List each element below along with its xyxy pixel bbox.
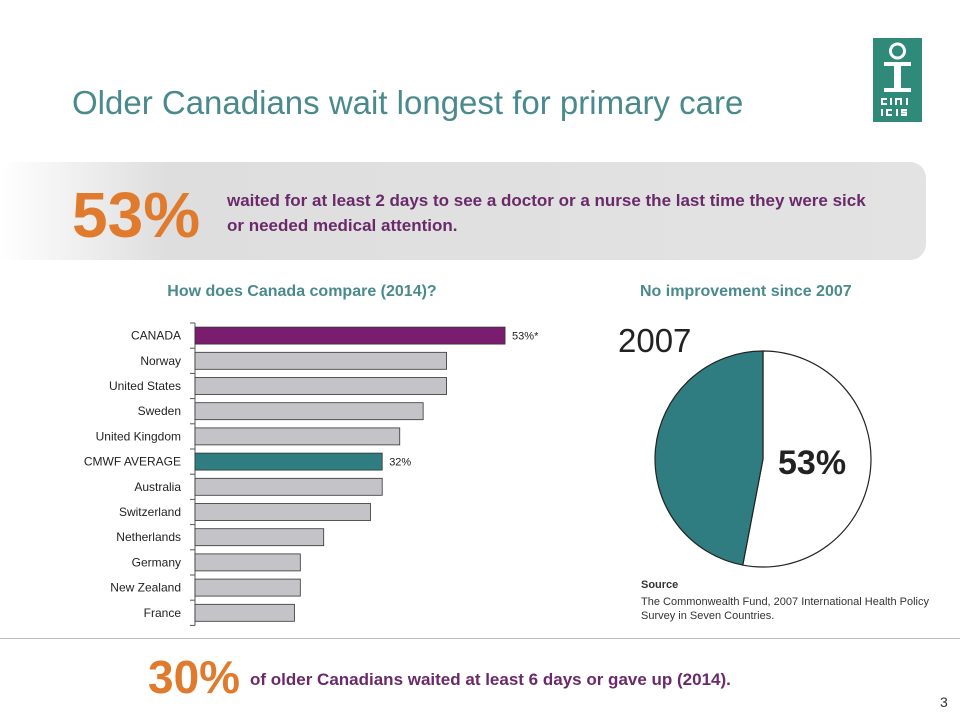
category-label: Switzerland — [119, 505, 181, 519]
pie-chart-2007 — [654, 350, 872, 568]
category-label: CMWF AVERAGE — [84, 455, 181, 469]
category-label: Sweden — [138, 404, 181, 418]
cihi-logo — [873, 38, 922, 122]
banner-percent: 53% — [72, 179, 201, 251]
category-label: New Zealand — [110, 581, 181, 595]
footer-text: of older Canadians waited at least 6 day… — [250, 670, 731, 689]
pie-chart-subtitle: No improvement since 2007 — [640, 283, 852, 300]
bar-canada — [194, 326, 506, 345]
divider — [0, 638, 960, 639]
pie-slice-waited — [742, 350, 872, 568]
bar-switzerland — [194, 503, 371, 521]
category-label: Germany — [132, 555, 181, 569]
country-bar-chart: CANADA 53%* Norway United States Sweden Unite… — [84, 322, 539, 626]
bar-united-kingdom — [194, 427, 401, 446]
bar-united-states — [194, 377, 447, 395]
category-label: France — [144, 606, 182, 620]
source-heading: Source — [641, 579, 679, 591]
page-title: Older Canadians wait longest for primary… — [72, 84, 744, 121]
page-number: 3 — [940, 694, 948, 710]
bar-netherlands — [194, 528, 325, 547]
footer-percent: 30% — [148, 651, 241, 703]
banner-text: waited for at least 2 days to see a doct… — [227, 191, 866, 235]
category-label: United Kingdom — [96, 429, 181, 443]
bar-sweden — [194, 402, 424, 421]
bar-data-label: 32% — [389, 457, 411, 469]
category-label: Norway — [140, 354, 181, 368]
pie-slice-other — [654, 350, 764, 566]
bar-new-zealand — [194, 578, 301, 597]
highlight-banner — [0, 162, 926, 260]
category-label: Netherlands — [116, 530, 181, 544]
bar-cmwf-average — [194, 452, 383, 471]
category-label: CANADA — [131, 329, 181, 343]
bar-germany — [194, 553, 301, 572]
bar-france — [194, 603, 295, 622]
category-label: Australia — [134, 480, 181, 494]
bar-australia — [194, 477, 383, 496]
category-label: United States — [109, 379, 181, 393]
bar-norway — [194, 351, 447, 370]
pie-year: 2007 — [618, 322, 692, 359]
source-text: The Commonwealth Fund, 2007 Internationa… — [641, 596, 929, 622]
bar-data-label: 53%* — [512, 331, 539, 343]
pie-slice-label: 53% — [778, 444, 847, 482]
bar-chart-subtitle: How does Canada compare (2014)? — [167, 283, 437, 300]
